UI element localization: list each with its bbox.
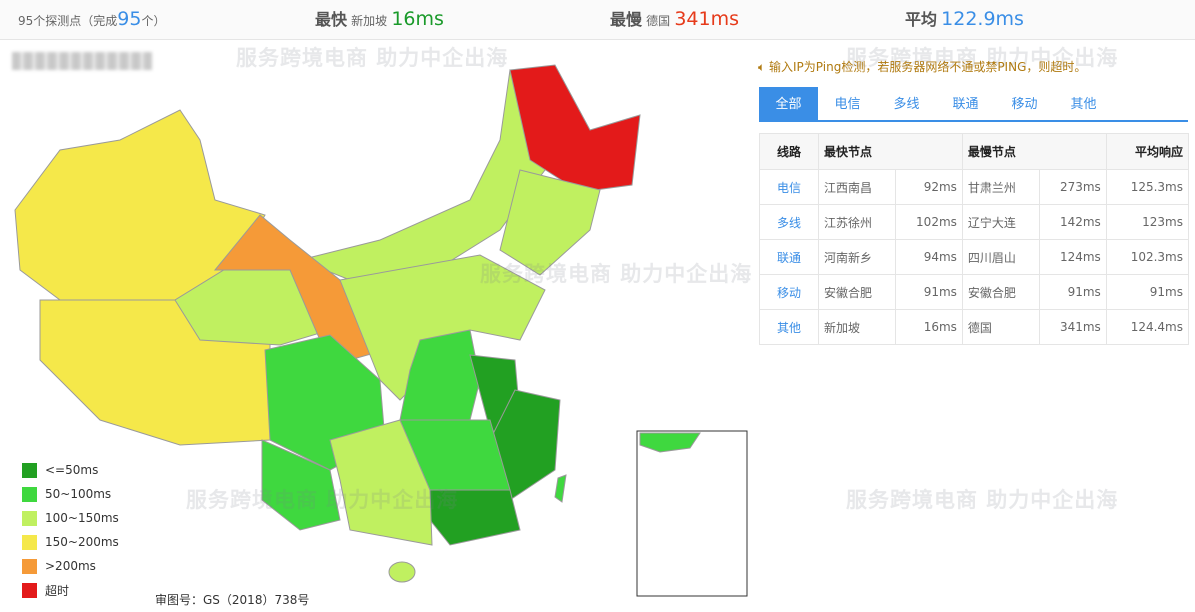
header-slowest: 最慢节点: [961, 133, 1107, 170]
region-guangdong: [429, 489, 521, 546]
region-taiwan: [554, 474, 567, 503]
slowest-node: 四川眉山: [961, 239, 1040, 275]
region-heilongjiang: [509, 64, 641, 193]
line-tabs: 全部 电信 多线 联通 移动 其他: [759, 87, 1188, 122]
summary-bar: 95个探测点（完成95个） 最快 新加坡 16ms 最慢 德国 341ms 平均…: [0, 0, 1195, 40]
legend-item: 100~150ms: [22, 506, 119, 530]
ping-notice: 🔈︎ 输入IP为Ping检测，若服务器网络不通或禁PING，则超时。: [758, 60, 1087, 74]
region-xinjiang: [14, 109, 266, 301]
header-fastest: 最快节点: [818, 133, 963, 170]
line-link[interactable]: 多线: [759, 204, 819, 240]
legend-swatch: [22, 558, 37, 574]
map-approval-number: 审图号：GS（2018）738号: [155, 593, 310, 607]
slowest-node: 甘肃兰州: [961, 169, 1040, 205]
average-value: 123ms: [1105, 204, 1190, 240]
legend-swatch: [22, 486, 37, 502]
fastest-value: 16ms: [894, 309, 963, 345]
fastest-value: 92ms: [894, 169, 963, 205]
slowest-node: 德国: [961, 309, 1040, 345]
tab-mobile[interactable]: 移动: [1011, 97, 1038, 112]
region-guizhou-guangxi: [329, 419, 433, 546]
legend-label: 150~200ms: [45, 535, 119, 549]
line-link[interactable]: 移动: [759, 274, 819, 310]
table-row: 多线 江苏徐州 102ms 辽宁大连 142ms 123ms: [759, 204, 1190, 240]
blurred-ip: [12, 52, 152, 70]
legend-label: 超时: [45, 583, 70, 598]
slowest-value: 124ms: [1038, 239, 1107, 275]
watermark: 服务跨境电商 助力中企出海: [846, 488, 1119, 512]
legend-swatch: [22, 534, 37, 550]
legend-label: >200ms: [45, 559, 96, 573]
fastest-value: 102ms: [894, 204, 963, 240]
speaker-icon: 🔈︎: [758, 60, 770, 74]
slowest-stat: 最慢 德国 341ms: [610, 8, 739, 30]
fastest-value: 94ms: [894, 239, 963, 275]
fastest-node: 河南新乡: [818, 239, 896, 275]
average-stat: 平均 122.9ms: [905, 8, 1024, 30]
fastest-node: 江西南昌: [818, 169, 896, 205]
tab-unicom[interactable]: 联通: [952, 97, 979, 112]
table-row: 移动 安徽合肥 91ms 安徽合肥 91ms 91ms: [759, 274, 1190, 310]
legend-swatch: [22, 510, 37, 526]
header-average: 平均响应: [1105, 133, 1190, 170]
legend-item: 超时: [22, 578, 119, 602]
legend-item: 50~100ms: [22, 482, 119, 506]
fastest-node: 江苏徐州: [818, 204, 896, 240]
average-value: 102.3ms: [1105, 239, 1190, 275]
region-yunnan: [261, 439, 341, 531]
slowest-node: 安徽合肥: [961, 274, 1040, 310]
fastest-node: 安徽合肥: [818, 274, 896, 310]
slowest-value: 341ms: [1038, 309, 1107, 345]
tab-all[interactable]: 全部: [759, 87, 818, 120]
legend-swatch: [22, 582, 37, 598]
table-header: 线路 最快节点 最慢节点 平均响应: [759, 133, 1190, 170]
table-row: 其他 新加坡 16ms 德国 341ms 124.4ms: [759, 309, 1190, 345]
south-china-sea-inset: [636, 430, 748, 597]
legend-swatch: [22, 462, 37, 478]
map-legend: <=50ms 50~100ms 100~150ms 150~200ms >200ms 超时: [22, 458, 119, 602]
region-zhejiang-fujian: [489, 389, 561, 501]
line-link[interactable]: 其他: [759, 309, 819, 345]
tab-telecom[interactable]: 电信: [834, 97, 861, 112]
region-hainan: [388, 561, 416, 583]
tab-multiline[interactable]: 多线: [893, 97, 920, 112]
header-line: 线路: [759, 133, 819, 170]
line-link[interactable]: 联通: [759, 239, 819, 275]
tab-other[interactable]: 其他: [1070, 97, 1097, 112]
slowest-value: 91ms: [1038, 274, 1107, 310]
average-value: 91ms: [1105, 274, 1190, 310]
probe-count: 95个探测点（完成95个）: [18, 8, 166, 30]
legend-label: 50~100ms: [45, 487, 112, 501]
average-value: 125.3ms: [1105, 169, 1190, 205]
legend-item: 150~200ms: [22, 530, 119, 554]
legend-item: <=50ms: [22, 458, 119, 482]
average-value: 124.4ms: [1105, 309, 1190, 345]
legend-label: <=50ms: [45, 463, 99, 477]
legend-label: 100~150ms: [45, 511, 119, 525]
slowest-value: 273ms: [1038, 169, 1107, 205]
results-table: 线路 最快节点 最慢节点 平均响应 电信 江西南昌 92ms 甘肃兰州 273ms 125…: [759, 133, 1190, 345]
legend-item: >200ms: [22, 554, 119, 578]
slowest-value: 142ms: [1038, 204, 1107, 240]
region-northeast: [499, 169, 601, 276]
fastest-stat: 最快 新加坡 16ms: [315, 8, 444, 30]
fastest-value: 91ms: [894, 274, 963, 310]
fastest-node: 新加坡: [818, 309, 896, 345]
table-row: 联通 河南新乡 94ms 四川眉山 124ms 102.3ms: [759, 239, 1190, 275]
line-link[interactable]: 电信: [759, 169, 819, 205]
table-row: 电信 江西南昌 92ms 甘肃兰州 273ms 125.3ms: [759, 169, 1190, 205]
slowest-node: 辽宁大连: [961, 204, 1040, 240]
china-ping-map: [14, 64, 748, 597]
